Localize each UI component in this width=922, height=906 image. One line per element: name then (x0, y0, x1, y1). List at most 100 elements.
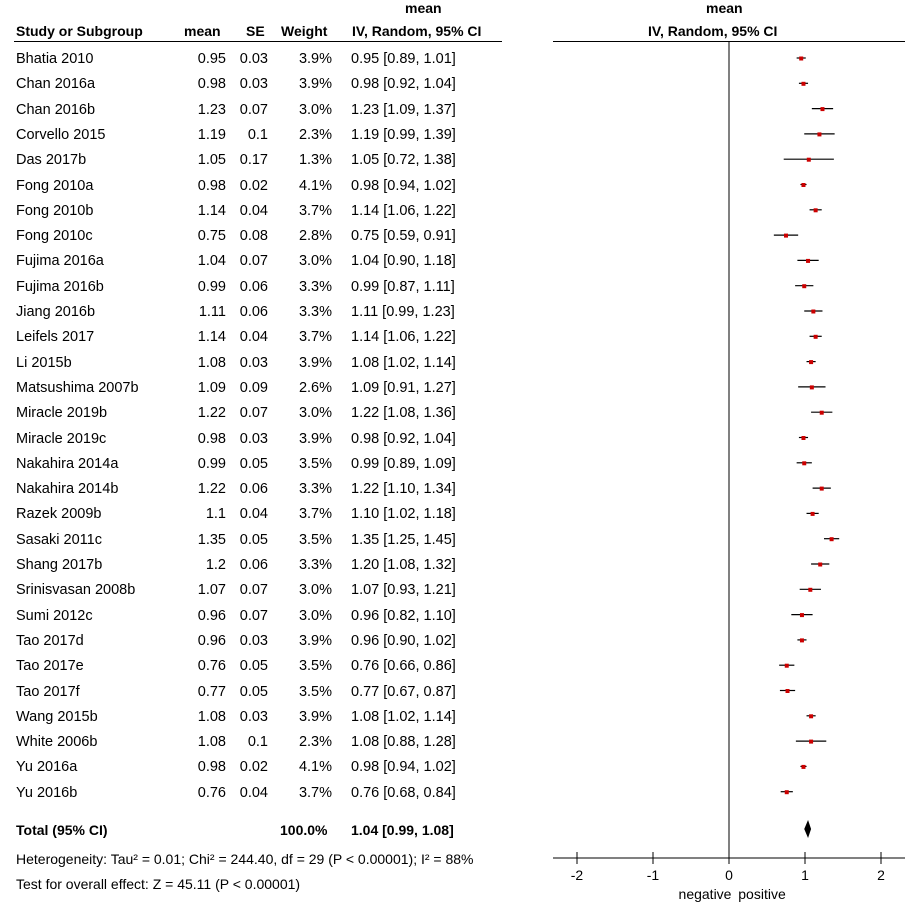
study-mean: 1.1 (205, 506, 226, 523)
study-name: Tao 2017f (16, 683, 80, 700)
study-ci: 0.96 [0.90, 1.02] (351, 632, 456, 649)
study-ci: 1.04 [0.90, 1.18] (351, 253, 456, 270)
x-tick-label: -1 (647, 867, 660, 883)
study-ci: 1.22 [1.10, 1.34] (351, 481, 456, 498)
table-row: Corvello 2015 1.19 0.1 2.3% 1.19 [0.99, 1.39… (0, 126, 540, 151)
study-mean: 1.2 (205, 557, 226, 573)
study-name: Nakahira 2014a (16, 455, 119, 472)
study-se: 0.04 (239, 506, 268, 523)
study-name: Fujima 2016a (16, 253, 104, 270)
favours-negative-label: negative (679, 886, 732, 902)
x-tick-label: 0 (725, 867, 733, 883)
study-mean: 1.35 (197, 531, 226, 548)
study-name: Srinisvasan 2008b (16, 582, 136, 599)
table-row: Fong 2010c 0.75 0.08 2.8% 0.75 [0.59, 0.91] (0, 227, 540, 252)
study-ci: 1.05 [0.72, 1.38] (351, 152, 456, 169)
study-ci: 0.99 [0.89, 1.09] (351, 455, 456, 472)
study-ci: 1.14 [1.06, 1.22] (351, 202, 456, 219)
table-row: Fong 2010a 0.98 0.02 4.1% 0.98 [0.94, 1.02] (0, 177, 540, 202)
header-rule-left (14, 41, 502, 42)
table-row: Tao 2017e 0.76 0.05 3.5% 0.76 [0.66, 0.86] (0, 657, 540, 682)
header-ci-top: mean (405, 0, 442, 16)
point-estimate (817, 132, 822, 137)
study-name: Li 2015b (16, 354, 72, 371)
point-estimate (806, 258, 811, 263)
study-name: Sumi 2012c (16, 607, 93, 624)
point-estimate (784, 233, 788, 238)
study-se: 0.03 (239, 76, 268, 93)
study-ci: 1.09 [0.91, 1.27] (351, 379, 456, 396)
study-se: 0.07 (239, 607, 268, 624)
study-name: Leifels 2017 (16, 329, 95, 346)
study-se: 0.04 (239, 202, 268, 219)
x-tick-label: -2 (571, 867, 584, 883)
study-se: 0.02 (239, 177, 268, 194)
study-ci: 1.08 [0.88, 1.28] (351, 734, 456, 751)
study-se: 0.07 (239, 405, 268, 422)
point-estimate (819, 486, 824, 491)
study-name: Wang 2015b (16, 708, 98, 725)
study-weight: 3.0% (298, 405, 332, 422)
point-estimate (819, 410, 824, 415)
study-se: 0.03 (239, 632, 268, 649)
study-weight: 1.3% (298, 152, 332, 169)
study-name: Miracle 2019c (16, 430, 107, 447)
study-ci: 1.23 [1.09, 1.37] (351, 101, 456, 118)
study-mean: 1.11 (198, 304, 226, 320)
study-se: 0.04 (239, 329, 268, 346)
study-weight: 3.3% (298, 557, 332, 573)
study-name: White 2006b (16, 734, 98, 751)
study-se: 0.17 (239, 152, 268, 169)
table-row: Chan 2016b 1.23 0.07 3.0% 1.23 [1.09, 1.37] (0, 101, 540, 126)
point-estimate (813, 208, 818, 213)
header-se: SE (246, 23, 265, 39)
study-se: 0.07 (239, 101, 268, 118)
study-name: Yu 2016a (16, 759, 78, 776)
study-weight: 2.6% (298, 379, 332, 396)
study-weight: 3.5% (298, 455, 332, 472)
study-ci: 0.96 [0.82, 1.10] (351, 607, 456, 624)
table-row: Wang 2015b 1.08 0.03 3.9% 1.08 [1.02, 1.14] (0, 708, 540, 733)
study-name: Miracle 2019b (16, 405, 108, 422)
study-weight: 3.5% (298, 531, 332, 548)
point-estimate (802, 461, 807, 466)
point-estimate (784, 663, 789, 668)
header-study: Study or Subgroup (16, 23, 143, 39)
point-estimate (801, 764, 806, 769)
study-mean: 1.08 (197, 734, 226, 751)
study-name: Fong 2010b (16, 202, 94, 219)
study-ci: 1.10 [1.02, 1.18] (351, 506, 456, 523)
study-weight: 3.7% (298, 202, 332, 219)
study-name: Fong 2010a (16, 177, 94, 194)
table-row: Yu 2016b 0.76 0.04 3.7% 0.76 [0.68, 0.84] (0, 784, 540, 809)
point-estimate (818, 562, 823, 567)
study-mean: 0.98 (197, 177, 226, 194)
table-row: Nakahira 2014a 0.99 0.05 3.5% 0.99 [0.89, 1.… (0, 455, 540, 480)
table-row: Tao 2017f 0.77 0.05 3.5% 0.77 [0.67, 0.87] (0, 683, 540, 708)
study-weight: 3.0% (298, 253, 332, 270)
study-se: 0.05 (239, 455, 268, 472)
point-estimate (810, 511, 815, 516)
table-row: Fujima 2016a 1.04 0.07 3.0% 1.04 [0.90, 1.18… (0, 252, 540, 277)
x-tick-label: 1 (801, 867, 809, 883)
heterogeneity-text: Heterogeneity: Tau² = 0.01; Chi² = 244.4… (16, 851, 474, 867)
study-ci: 0.98 [0.94, 1.02] (351, 759, 456, 776)
study-weight: 2.3% (298, 126, 332, 143)
study-name: Shang 2017b (16, 557, 103, 573)
point-estimate (801, 183, 806, 187)
point-estimate (801, 436, 806, 440)
table-row: Fong 2010b 1.14 0.04 3.7% 1.14 [1.06, 1.22] (0, 202, 540, 227)
study-se: 0.05 (239, 683, 268, 700)
study-ci: 0.98 [0.92, 1.04] (351, 430, 456, 447)
header-ci: IV, Random, 95% CI (352, 23, 482, 39)
study-weight: 4.1% (298, 177, 332, 194)
study-mean: 1.08 (197, 354, 226, 371)
table-row: Leifels 2017 1.14 0.04 3.7% 1.14 [1.06, 1.22… (0, 328, 540, 353)
study-ci: 0.75 [0.59, 0.91] (351, 228, 456, 245)
point-estimate (806, 157, 811, 162)
study-name: Sasaki 2011c (16, 531, 102, 548)
study-weight: 3.5% (298, 683, 332, 700)
study-weight: 3.9% (298, 430, 332, 447)
study-weight: 3.9% (298, 708, 332, 725)
